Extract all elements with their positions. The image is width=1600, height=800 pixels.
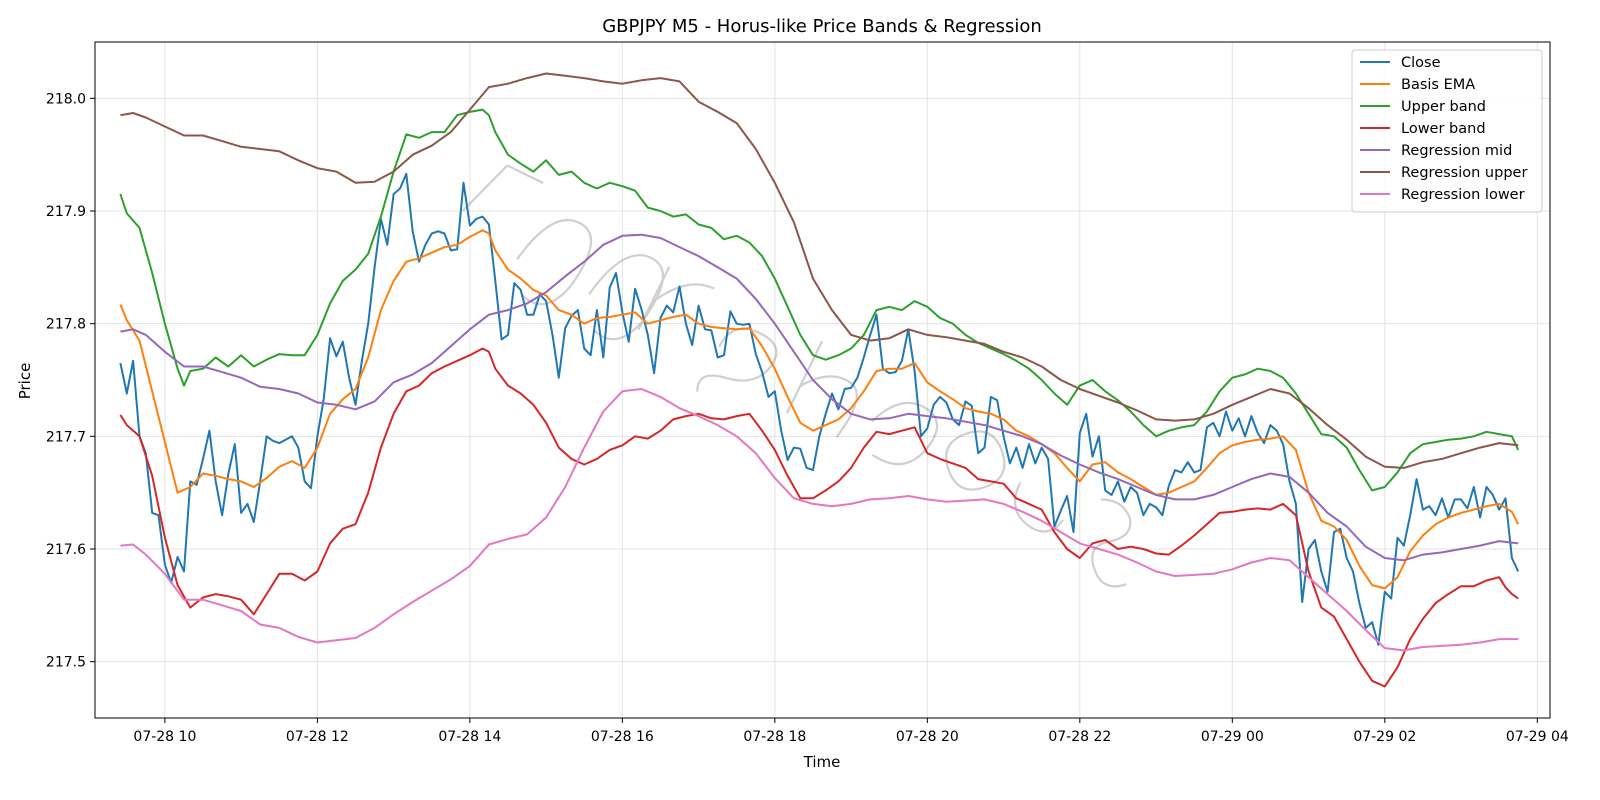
series-line-regression-mid bbox=[120, 233, 1519, 562]
legend-label: Upper band bbox=[1401, 99, 1486, 115]
x-tick-label: 07-28 12 bbox=[286, 729, 349, 745]
plot-frame bbox=[94, 41, 1551, 719]
legend-box bbox=[1351, 49, 1543, 213]
x-tick-label: 07-28 14 bbox=[438, 729, 501, 745]
legend-label: Regression upper bbox=[1401, 165, 1527, 181]
x-tick-label: 07-28 20 bbox=[896, 729, 959, 745]
watermark-strokes bbox=[462, 164, 1132, 588]
x-tick-label: 07-29 00 bbox=[1201, 729, 1264, 745]
series-line-upper-band bbox=[119, 108, 1520, 492]
legend-label: Regression lower bbox=[1401, 187, 1525, 203]
y-tick-label: 217.9 bbox=[46, 204, 86, 220]
x-axis: 07-28 10 07-28 12 07-28 14 07-28 16 07-28 18… bbox=[133, 718, 1569, 745]
x-tick-label: 07-29 02 bbox=[1353, 729, 1416, 745]
x-tick-label: 07-28 22 bbox=[1048, 729, 1111, 745]
watermark bbox=[462, 164, 1132, 588]
legend: Close Basis EMA Upper band Lower band Regres… bbox=[1351, 49, 1543, 213]
grid bbox=[95, 42, 1550, 718]
chart-title: GBPJPY M5 - Horus-like Price Bands & Reg… bbox=[602, 16, 1042, 37]
y-tick-label: 217.6 bbox=[46, 542, 86, 558]
y-tick-label: 217.7 bbox=[46, 429, 86, 445]
x-tick-label: 07-28 16 bbox=[591, 729, 654, 745]
series-line-regression-upper bbox=[120, 72, 1519, 469]
x-tick-label: 07-29 04 bbox=[1506, 729, 1569, 745]
y-axis-label: Price bbox=[16, 363, 34, 400]
x-tick-label: 07-28 18 bbox=[743, 729, 806, 745]
series-lines bbox=[119, 72, 1520, 688]
series-line-basis-ema bbox=[119, 229, 1520, 590]
legend-label: Regression mid bbox=[1401, 143, 1512, 159]
x-tick-label: 07-28 10 bbox=[133, 729, 196, 745]
y-tick-label: 218.0 bbox=[46, 91, 86, 107]
plot-area bbox=[95, 42, 1550, 718]
y-axis: 217.5 217.6 217.7 217.8 217.9 218.0 bbox=[46, 91, 95, 671]
legend-label: Lower band bbox=[1401, 121, 1486, 137]
series-line-regression-lower bbox=[120, 388, 1519, 652]
watermark-stroke bbox=[871, 401, 1006, 491]
legend-label: Basis EMA bbox=[1401, 77, 1475, 93]
y-tick-label: 217.5 bbox=[46, 655, 86, 671]
legend-label: Close bbox=[1401, 55, 1441, 71]
series-line-lower-band bbox=[119, 347, 1519, 688]
x-axis-label: Time bbox=[803, 753, 841, 771]
y-tick-label: 217.8 bbox=[46, 317, 86, 333]
series-line-close bbox=[119, 172, 1520, 646]
